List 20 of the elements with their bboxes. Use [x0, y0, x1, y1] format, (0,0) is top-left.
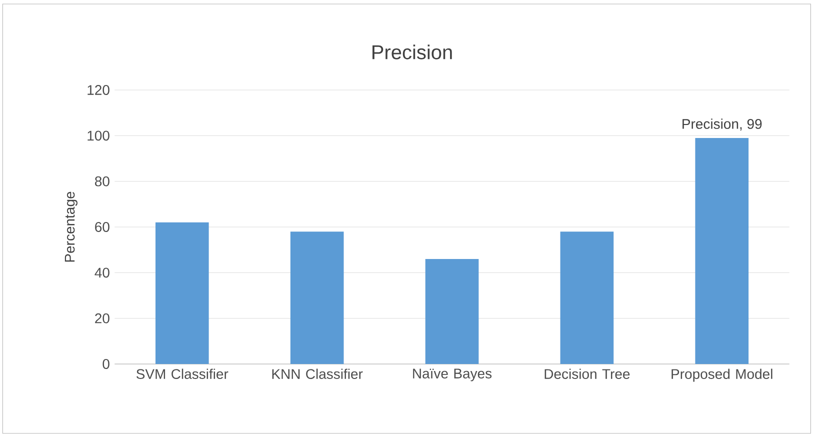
bar: [695, 138, 749, 364]
y-tick-label: 0: [102, 359, 110, 369]
y-tick-label: 20: [95, 313, 110, 324]
y-tick-label: 60: [95, 222, 110, 232]
x-tick-label: Naïve Bayes: [413, 368, 492, 382]
annotation: Precision, 99: [682, 118, 762, 131]
x-tick-label: Proposed Model: [672, 368, 772, 382]
chart-title: Precision: [372, 44, 452, 60]
y-tick-label: 120: [88, 85, 110, 95]
y-axis-title: Percentage: [64, 192, 78, 262]
x-tick-label: KNN Classifier: [272, 368, 363, 379]
bar: [425, 258, 479, 364]
y-tick-label: 40: [94, 268, 110, 278]
bar: [560, 232, 614, 364]
x-tick-label: SVM Classifier: [136, 368, 228, 379]
y-tick-label: 100: [88, 130, 110, 141]
y-tick-label: 80: [94, 176, 110, 186]
x-tick-label: Decision Tree: [544, 368, 630, 379]
bar: [155, 222, 209, 364]
bar: [290, 232, 344, 364]
